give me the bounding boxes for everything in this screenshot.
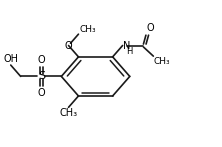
Text: O: O [38, 87, 45, 97]
Text: O: O [65, 41, 72, 51]
Text: CH₃: CH₃ [154, 57, 170, 66]
Text: N: N [123, 41, 131, 51]
Text: O: O [147, 23, 154, 33]
Text: OH: OH [3, 54, 18, 64]
Text: O: O [38, 55, 45, 65]
Text: H: H [126, 47, 132, 56]
Text: CH₃: CH₃ [79, 25, 96, 34]
Text: S: S [38, 71, 45, 81]
Text: CH₃: CH₃ [59, 108, 78, 118]
